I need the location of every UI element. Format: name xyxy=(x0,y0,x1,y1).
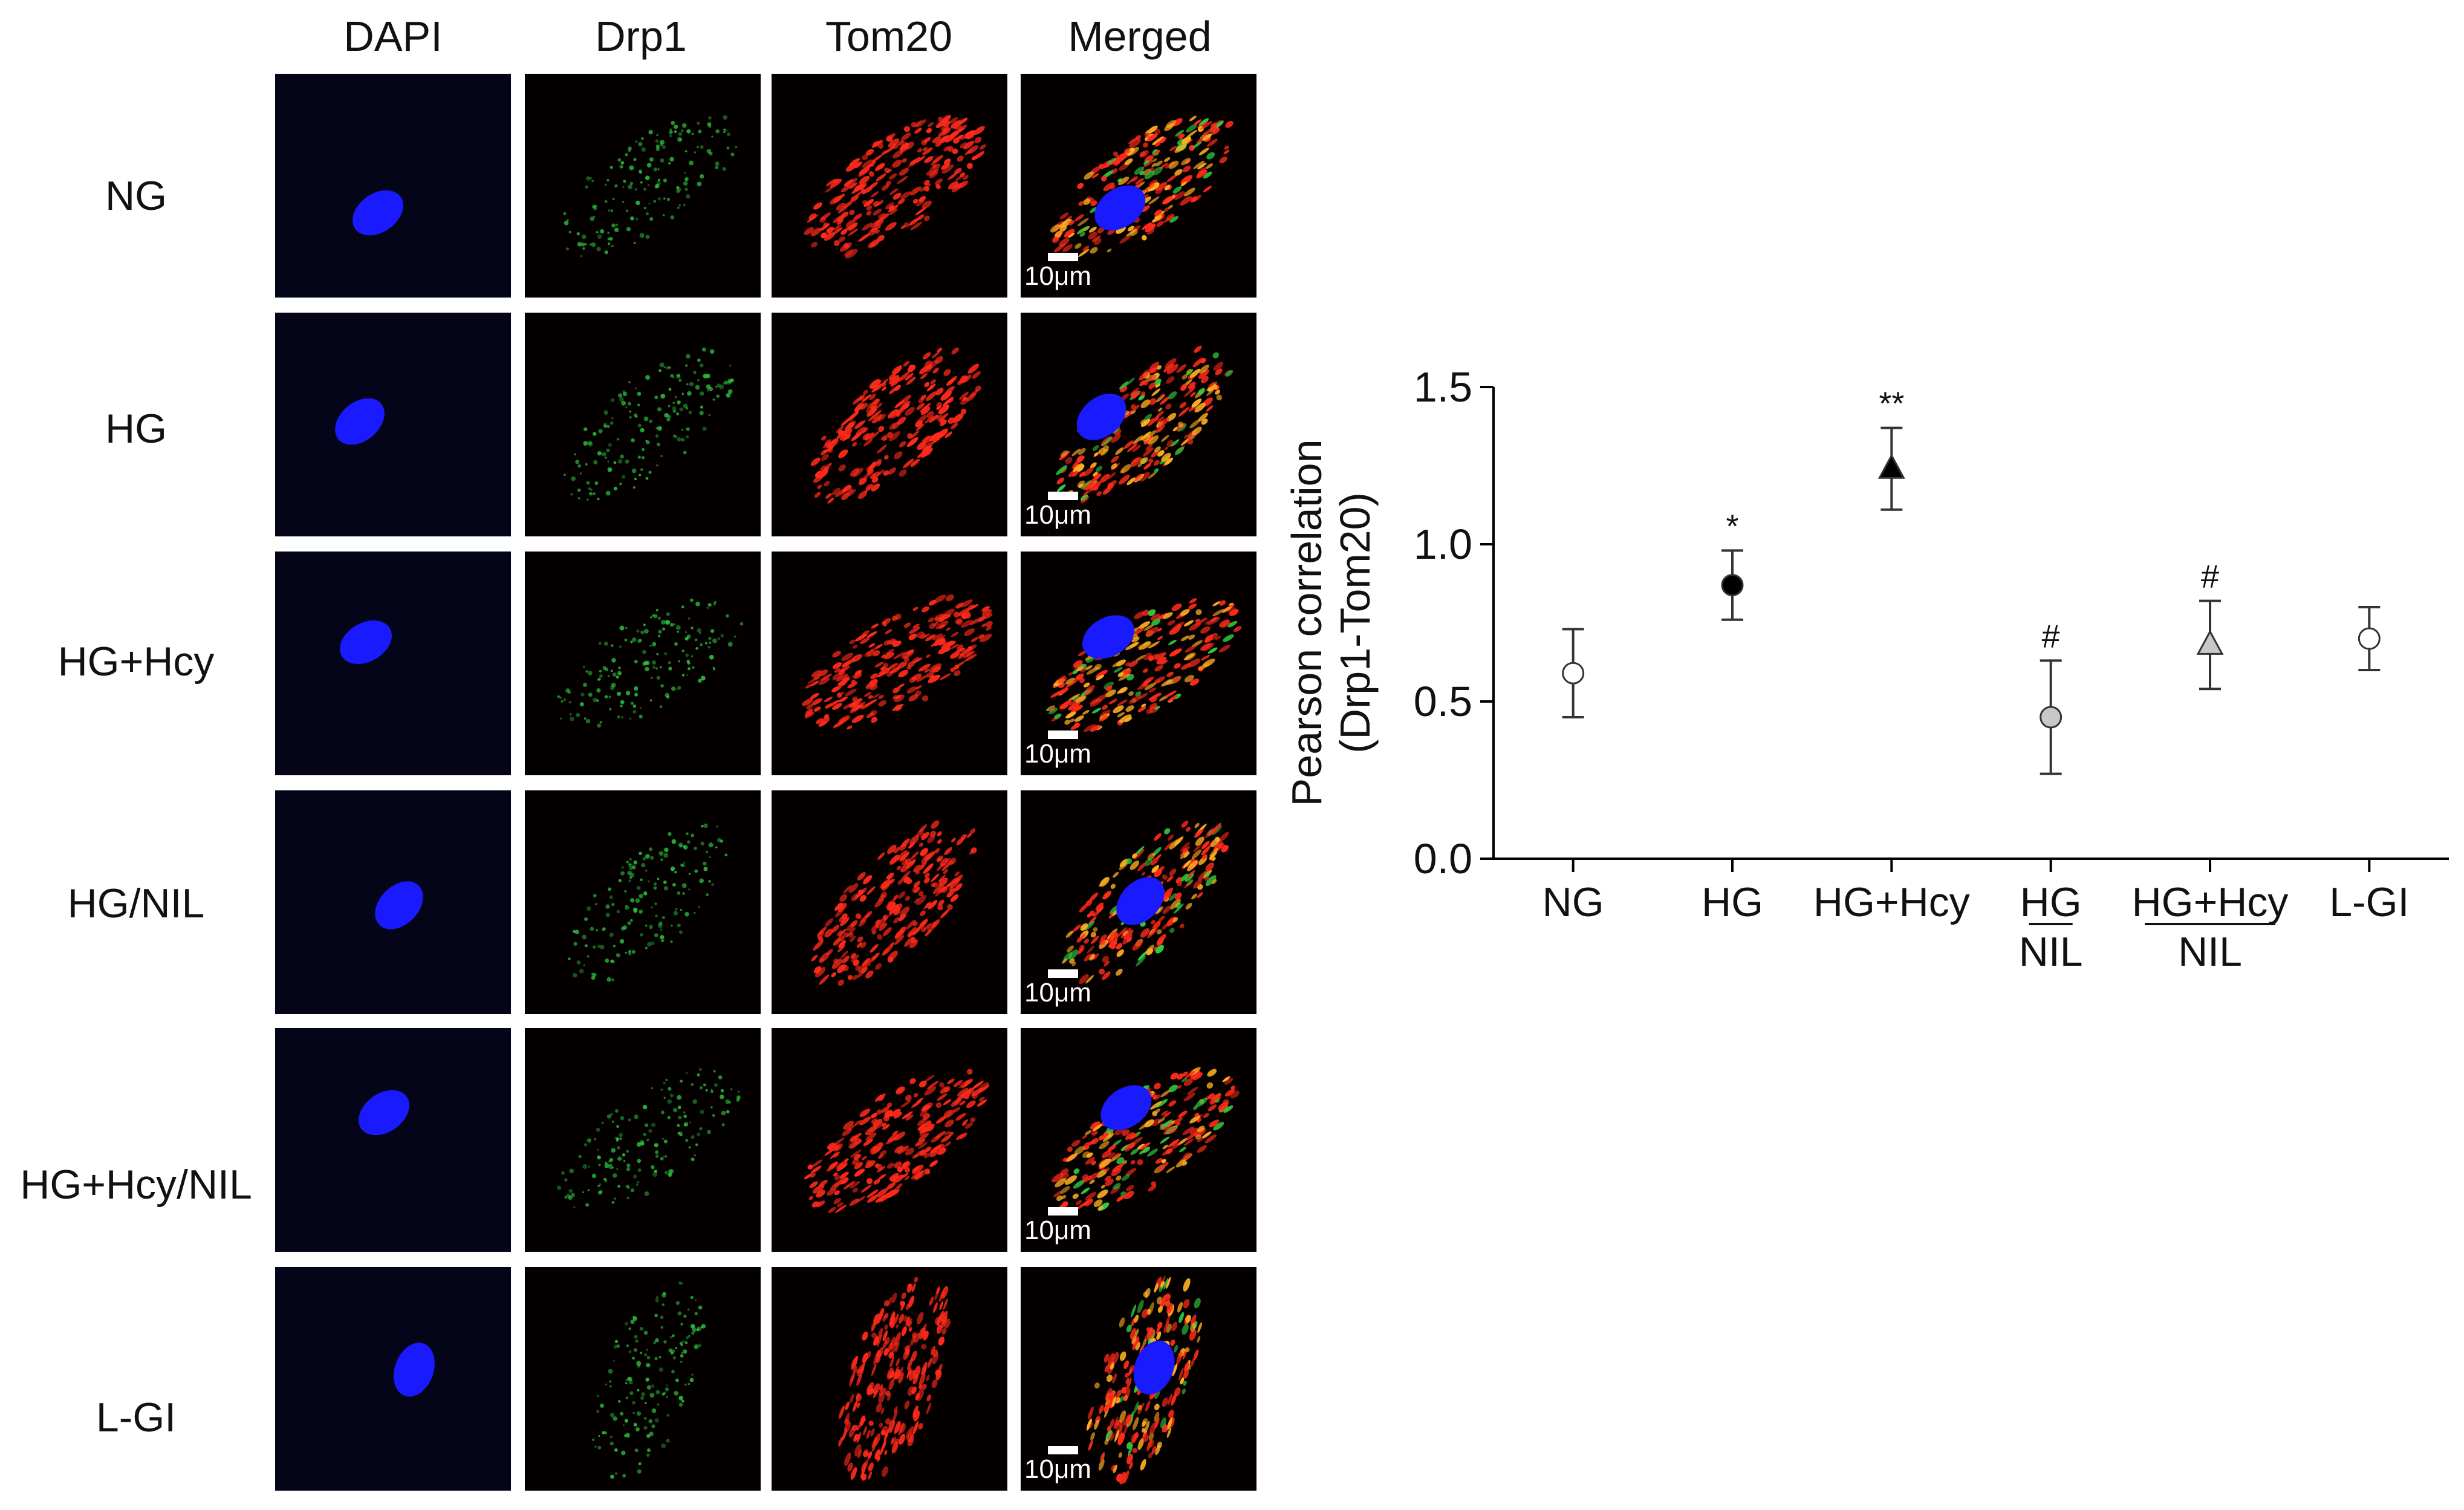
data-point xyxy=(1562,662,1585,685)
col-header-merged: Merged xyxy=(1068,13,1212,60)
nucleus xyxy=(340,620,392,665)
row-label-hg: HG xyxy=(105,406,167,452)
data-point xyxy=(2358,627,2381,650)
col-header-tom20: Tom20 xyxy=(825,13,953,60)
micrograph-drp1-row-6 xyxy=(525,1267,761,1491)
x-tick-label: NG xyxy=(1542,879,1604,925)
nucleus xyxy=(1116,877,1165,925)
y-tick-label: 0.5 xyxy=(1414,678,1472,725)
data-point xyxy=(2196,630,2224,655)
significance-label: * xyxy=(1726,508,1738,544)
nucleus xyxy=(394,1342,435,1397)
scale-bar xyxy=(1048,731,1078,739)
micrograph-dapi-row-4 xyxy=(275,790,511,1014)
micrograph-drp1-row-4 xyxy=(525,790,761,1014)
row-label-hg-hcy: HG+Hcy xyxy=(57,639,215,685)
micrograph-tom20-row-6 xyxy=(772,1267,1007,1491)
x-tick-label: NIL xyxy=(2178,929,2242,975)
micrograph-dapi-row-1 xyxy=(275,74,511,298)
nucleus xyxy=(353,190,403,236)
significance-label: ** xyxy=(1879,386,1904,422)
scale-bar-label: 10μm xyxy=(1024,978,1091,1007)
nucleus xyxy=(1094,185,1146,231)
micrograph-merged-row-4: 10μm xyxy=(1021,790,1256,1014)
micrograph-tom20-row-2 xyxy=(772,313,1007,536)
scale-bar xyxy=(1048,1207,1078,1215)
nucleus xyxy=(1133,1340,1175,1395)
significance-label: # xyxy=(2042,618,2060,654)
scale-bar-label: 10μm xyxy=(1024,261,1091,291)
x-tick-label: HG+Hcy xyxy=(2132,879,2289,925)
micrograph-tom20-row-5 xyxy=(772,1028,1007,1252)
y-axis-label-2: (Drp1-Tom20) xyxy=(1331,492,1379,753)
nucleus xyxy=(375,881,423,929)
data-point xyxy=(1877,454,1905,479)
y-axis-label: Pearson correlation xyxy=(1283,440,1330,807)
micrograph-dapi-row-6 xyxy=(275,1267,511,1491)
micrograph-merged-row-1: 10μm xyxy=(1021,74,1256,298)
x-tick-label: HG xyxy=(1702,879,1763,925)
nucleus xyxy=(1100,1085,1152,1131)
row-label-hg-hcy-nil: HG+Hcy/NIL xyxy=(20,1162,252,1208)
y-tick-label: 1.0 xyxy=(1414,521,1472,568)
data-point xyxy=(1721,574,1744,597)
scale-bar-label: 10μm xyxy=(1024,739,1091,769)
scale-bar xyxy=(1048,969,1078,978)
row-label-hg-nil: HG/NIL xyxy=(67,880,205,926)
micrograph-dapi-row-2 xyxy=(275,313,511,536)
scale-bar xyxy=(1048,253,1078,261)
pearson-correlation-chart: 0.0 0.5 1.0 1.5 Pearson correlation (Drp1-Tom… xyxy=(1283,363,2449,975)
significance-label: # xyxy=(2201,559,2219,595)
scale-bar-label: 10μm xyxy=(1024,1215,1091,1245)
x-tick-label: HG xyxy=(2020,879,2082,925)
y-tick-label: 1.5 xyxy=(1414,363,1472,411)
row-label-l-gi: L-GI xyxy=(96,1394,177,1440)
nucleus xyxy=(335,398,385,445)
row-label-ng: NG xyxy=(105,173,167,219)
micrograph-merged-row-3: 10μm xyxy=(1021,552,1256,775)
data-point xyxy=(2040,706,2063,729)
x-tick-label: HG+Hcy xyxy=(1813,879,1970,925)
x-tick-label: NIL xyxy=(2019,929,2083,975)
micrograph-drp1-row-2 xyxy=(525,313,761,536)
micrograph-drp1-row-5 xyxy=(525,1028,761,1252)
scale-bar xyxy=(1048,1446,1078,1454)
y-tick-label: 0.0 xyxy=(1414,835,1472,882)
micrograph-drp1-row-3 xyxy=(525,552,761,775)
scale-bar-label: 10μm xyxy=(1024,500,1091,530)
micrograph-dapi-row-3 xyxy=(275,552,511,775)
col-header-dapi: DAPI xyxy=(343,13,443,60)
x-tick-label: L-GI xyxy=(2329,879,2409,925)
micrograph-tom20-row-3 xyxy=(772,552,1007,775)
nucleus xyxy=(1082,615,1134,659)
micrograph-dapi-row-5 xyxy=(275,1028,511,1252)
micrograph-tom20-row-1 xyxy=(772,74,1007,298)
nucleus xyxy=(1076,393,1126,440)
nucleus xyxy=(359,1090,409,1136)
micrograph-merged-row-5: 10μm xyxy=(1021,1028,1256,1252)
micrograph-drp1-row-1 xyxy=(525,74,761,298)
micrograph-tom20-row-4 xyxy=(772,790,1007,1014)
micrograph-merged-row-2: 10μm xyxy=(1021,313,1256,536)
micrograph-merged-row-6: 10μm xyxy=(1021,1267,1256,1491)
scale-bar-label: 10μm xyxy=(1024,1454,1091,1484)
col-header-drp1: Drp1 xyxy=(595,13,687,60)
scale-bar xyxy=(1048,492,1078,500)
